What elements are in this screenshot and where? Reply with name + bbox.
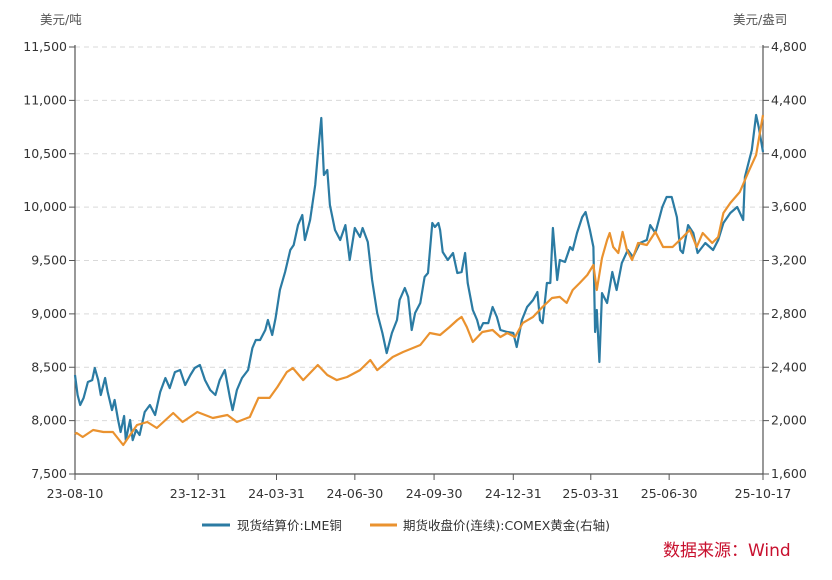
- copper-price-line: [73, 113, 765, 442]
- left-axis-tick-label: 11,500: [23, 39, 67, 54]
- right-axis-tick-label: 1,600: [771, 466, 807, 481]
- axes: 7,500 8,000 8,500 9,000 9,500 10,000 10,500 11,…: [23, 39, 807, 501]
- legend-label-copper: 现货结算价:LME铜: [237, 518, 342, 533]
- x-axis-tick-label: 24-03-31: [248, 486, 305, 501]
- right-axis-tick-label: 4,800: [771, 39, 807, 54]
- left-axis-tick-label: 11,000: [23, 92, 67, 107]
- legend: 现货结算价:LME铜 期货收盘价(连续):COMEX黄金(右轴): [202, 518, 610, 533]
- x-axis-tick-label: 25-06-30: [641, 486, 698, 501]
- right-axis-tick-label: 4,000: [771, 146, 807, 161]
- left-axis-tick-label: 9,000: [31, 306, 67, 321]
- right-axis-unit: 美元/盎司: [733, 12, 787, 27]
- left-axis-unit: 美元/吨: [40, 12, 82, 27]
- left-axis-tick-label: 7,500: [31, 466, 67, 481]
- gridlines: [75, 46, 763, 422]
- x-axis-tick-label: 24-12-31: [485, 486, 542, 501]
- left-axis-tick-label: 8,000: [31, 413, 67, 428]
- right-axis-tick-label: 2,800: [771, 306, 807, 321]
- right-axis-tick-label: 2,000: [771, 413, 807, 428]
- x-axis-tick-label: 25-10-17: [735, 486, 792, 501]
- right-axis-tick-label: 2,400: [771, 359, 807, 374]
- x-axis-tick-label: 24-09-30: [406, 486, 463, 501]
- left-axis-tick-label: 8,500: [31, 359, 67, 374]
- x-axis-tick-label: 25-03-31: [562, 486, 619, 501]
- series-lines: [73, 113, 765, 447]
- right-axis-tick-label: 4,400: [771, 92, 807, 107]
- x-axis-tick-label: 24-06-30: [326, 486, 383, 501]
- x-axis-tick-label: 23-12-31: [170, 486, 227, 501]
- left-axis-tick-label: 10,500: [23, 146, 67, 161]
- source-note: 数据来源：Wind: [663, 541, 791, 561]
- left-axis-tick-label: 9,500: [31, 253, 67, 268]
- legend-label-gold: 期货收盘价(连续):COMEX黄金(右轴): [403, 518, 610, 533]
- x-axis-tick-label: 23-08-10: [47, 486, 104, 501]
- left-axis-tick-label: 10,000: [23, 199, 67, 214]
- right-axis-tick-label: 3,200: [771, 253, 807, 268]
- right-axis-tick-label: 3,600: [771, 199, 807, 214]
- gold-price-line: [74, 114, 765, 447]
